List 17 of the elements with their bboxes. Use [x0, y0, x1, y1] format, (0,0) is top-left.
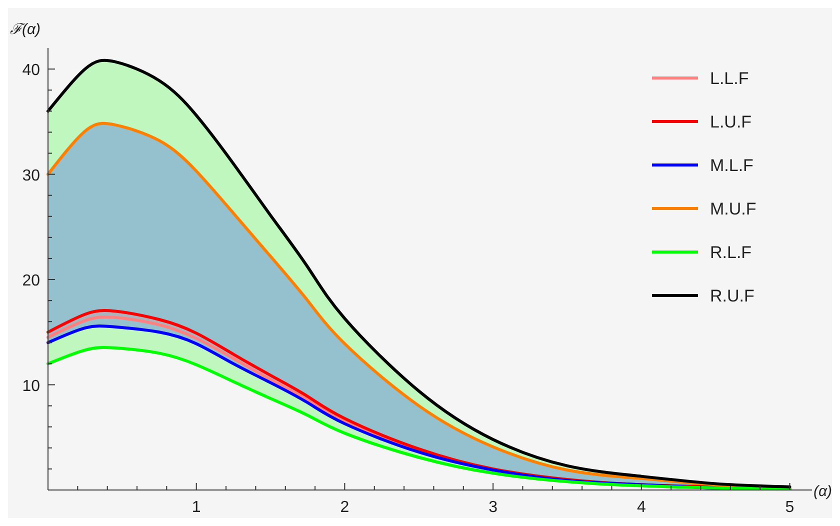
x-tick-label: 2: [340, 499, 350, 516]
y-tick-label: 30: [22, 167, 40, 184]
y-tick-label: 40: [22, 62, 40, 80]
x-tick-label: 4: [636, 499, 646, 516]
y-tick-label: 20: [22, 272, 40, 290]
y-tick-label: 10: [22, 378, 40, 395]
legend-label: M.L.F: [710, 156, 754, 175]
legend-label: M.U.F: [710, 200, 756, 218]
x-tick-label: 5: [785, 499, 794, 516]
y-axis-title: ℱ(α): [10, 21, 41, 38]
legend-label: L.L.F: [710, 69, 749, 88]
legend-label: R.L.F: [710, 243, 752, 262]
legend-label: R.U.F: [710, 286, 754, 306]
legend-label: L.U.F: [710, 112, 752, 132]
x-axis-title: (α): [813, 483, 832, 500]
x-tick-label: 3: [488, 499, 498, 516]
x-tick-label: 1: [192, 499, 201, 516]
